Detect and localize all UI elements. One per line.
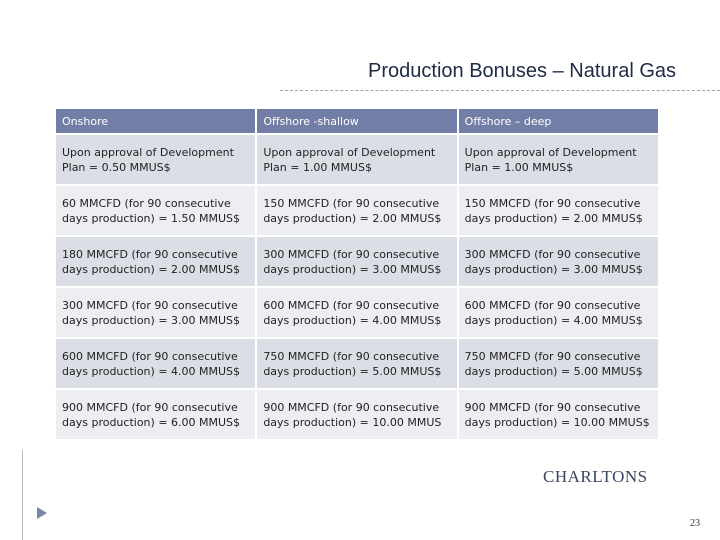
header-cell: Offshore -shallow — [255, 107, 459, 135]
table-cell: 300 MMCFD (for 90 consecutive days produ… — [53, 286, 258, 339]
header-cell: Offshore – deep — [456, 107, 661, 135]
table-row: 300 MMCFD (for 90 consecutive days produ… — [53, 286, 661, 339]
page-number: 23 — [690, 518, 700, 529]
table-cell: 600 MMCFD (for 90 consecutive days produ… — [456, 286, 661, 339]
table-cell: 900 MMCFD (for 90 consecutive days produ… — [255, 388, 459, 441]
logo: CHARLTONS — [543, 467, 648, 486]
table-cell: 300 MMCFD (for 90 consecutive days produ… — [456, 235, 661, 288]
table-cell: 600 MMCFD (for 90 consecutive days produ… — [53, 337, 258, 390]
table-cell: Upon approval of Development Plan = 1.00… — [456, 133, 661, 186]
table-cell: 750 MMCFD (for 90 consecutive days produ… — [255, 337, 459, 390]
table-cell: 180 MMCFD (for 90 consecutive days produ… — [53, 235, 258, 288]
table-cell: 150 MMCFD (for 90 consecutive days produ… — [255, 184, 459, 237]
table-cell: Upon approval of Development Plan = 1.00… — [255, 133, 459, 186]
table-cell: 300 MMCFD (for 90 consecutive days produ… — [255, 235, 459, 288]
table-row: 600 MMCFD (for 90 consecutive days produ… — [53, 337, 661, 390]
slide-title: Production Bonuses – Natural Gas — [368, 60, 676, 82]
table-row: 60 MMCFD (for 90 consecutive days produc… — [53, 184, 661, 237]
table-row: Upon approval of Development Plan = 0.50… — [53, 133, 661, 186]
table-row: 900 MMCFD (for 90 consecutive days produ… — [53, 388, 661, 441]
table-cell: 150 MMCFD (for 90 consecutive days produ… — [456, 184, 661, 237]
table-cell: Upon approval of Development Plan = 0.50… — [53, 133, 258, 186]
bullet-icon — [37, 507, 47, 519]
table-cell: 900 MMCFD (for 90 consecutive days produ… — [456, 388, 661, 441]
header-row: Onshore Offshore -shallow Offshore – deep — [53, 107, 661, 135]
table-cell: 600 MMCFD (for 90 consecutive days produ… — [255, 286, 459, 339]
side-line — [22, 450, 23, 540]
bonus-table: Onshore Offshore -shallow Offshore – deep U… — [53, 107, 661, 441]
table-cell: 60 MMCFD (for 90 consecutive days produc… — [53, 184, 258, 237]
table-cell: 750 MMCFD (for 90 consecutive days produ… — [456, 337, 661, 390]
table-cell: 900 MMCFD (for 90 consecutive days produ… — [53, 388, 258, 441]
header-cell: Onshore — [53, 107, 258, 135]
table-row: 180 MMCFD (for 90 consecutive days produ… — [53, 235, 661, 288]
title-rule — [280, 90, 720, 91]
